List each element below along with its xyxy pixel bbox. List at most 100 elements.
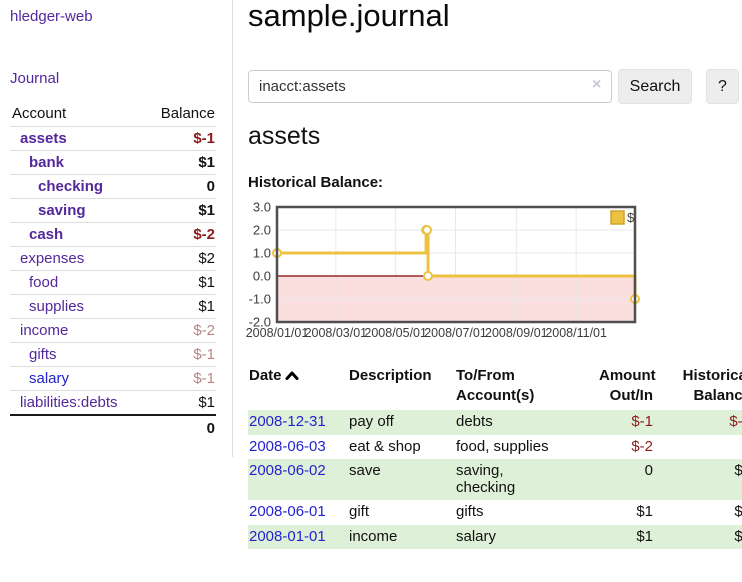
register-row: 2008-01-01 income salary $1 $1: [248, 524, 742, 549]
accounts-total-row: 0: [10, 414, 216, 440]
account-balance: $1: [198, 394, 215, 411]
sidebar-account-link[interactable]: food: [29, 274, 59, 291]
account-balance: $1: [198, 154, 215, 171]
account-balance: $-1: [193, 130, 215, 147]
transaction-amount: $1: [636, 527, 653, 545]
transaction-date-link[interactable]: 2008-06-02: [249, 462, 326, 479]
transaction-balance: $1: [734, 527, 742, 545]
transaction-description: pay off: [349, 413, 394, 430]
search-input[interactable]: [248, 70, 612, 103]
register-rows: 2008-12-31 pay off debts $-1 $-1 2008-06-03 ea…: [248, 410, 742, 549]
legend-swatch: [610, 210, 625, 225]
chart-title: Historical Balance:: [248, 174, 384, 191]
transaction-accounts: food, supplies: [456, 437, 549, 455]
sidebar-account-link[interactable]: salary: [29, 370, 70, 387]
transaction-accounts: saving, checking: [456, 462, 516, 496]
accounts-table: Account Balance assets $-1 bank $1 checking 0…: [10, 102, 216, 440]
sidebar-item-journal[interactable]: Journal: [10, 70, 60, 87]
account-balance: $-1: [193, 346, 215, 363]
account-row: gifts $-1: [10, 342, 216, 366]
plot-border: [275, 205, 637, 324]
transaction-amount: $1: [636, 503, 653, 520]
transaction-date-link[interactable]: 2008-06-03: [249, 437, 326, 455]
account-row: cash $-2: [10, 222, 216, 246]
account-balance: $1: [198, 274, 215, 291]
transaction-balance: $2: [734, 462, 742, 479]
account-column-header: Account: [12, 105, 67, 122]
account-row: bank $1: [10, 150, 216, 174]
accounts-table-header: Account Balance: [10, 102, 216, 126]
account-row: salary $-1: [10, 366, 216, 390]
sidebar-account-link[interactable]: cash: [29, 226, 64, 243]
account-balance: $2: [198, 250, 215, 267]
help-button[interactable]: ?: [706, 69, 739, 104]
x-tick-label: 2008/11/01: [545, 326, 607, 340]
account-balance: $-2: [193, 226, 215, 243]
transaction-description: eat & shop: [349, 437, 421, 455]
x-tick-label: 2008/07/01: [424, 326, 487, 340]
page-title: sample.journal: [248, 0, 450, 33]
legend-label: $: [627, 210, 635, 225]
transaction-accounts: debts: [456, 413, 493, 430]
account-row: expenses $2: [10, 246, 216, 270]
data-point-marker: [423, 271, 434, 281]
transaction-amount: $-2: [631, 437, 653, 455]
search-form: × Search ?: [248, 69, 742, 105]
transaction-balance: $2: [734, 503, 742, 520]
transaction-balance: 0: [655, 435, 742, 460]
register-header-date[interactable]: Date: [248, 363, 348, 410]
search-button[interactable]: Search: [618, 69, 692, 104]
sidebar-account-link[interactable]: assets: [20, 130, 67, 147]
sidebar-account-link[interactable]: income: [20, 322, 69, 339]
x-tick-label: 2008/09/01: [485, 326, 548, 340]
historical-balance-chart: 3.0 2.0 1.0 0.0 -1.0 -2.0 2008/01/01 2008/03/01…: [246, 200, 642, 348]
balance-column-header: Balance: [160, 105, 215, 122]
transaction-amount: 0: [644, 462, 653, 479]
sidebar-account-link[interactable]: bank: [29, 154, 65, 171]
account-row: liabilities:debts $1: [10, 390, 216, 414]
account-row: assets $-1: [10, 126, 216, 150]
transaction-date-link[interactable]: 2008-06-01: [249, 503, 326, 520]
data-point-marker: [422, 225, 433, 235]
register-header-row: Date Description To/From Account(s) Amou…: [248, 363, 742, 410]
sidebar-account-link[interactable]: gifts: [29, 346, 57, 363]
register-header-accounts: To/From Account(s): [456, 367, 535, 404]
transaction-date-link[interactable]: 2008-12-31: [249, 413, 326, 430]
register-header-amount: Amount Out/In: [599, 367, 656, 404]
account-row: food $1: [10, 270, 216, 294]
x-tick-label: 2008/05/01: [364, 326, 427, 340]
account-row: saving $1: [10, 198, 216, 222]
transaction-balance: $-1: [729, 413, 742, 430]
sidebar-account-link[interactable]: checking: [38, 178, 104, 195]
account-row: checking 0: [10, 174, 216, 198]
register-header-description: Description: [349, 367, 432, 384]
register-row: 2008-06-01 gift gifts $1 $2: [248, 500, 742, 525]
account-balance: $1: [198, 202, 215, 219]
transaction-description: gift: [349, 503, 370, 520]
account-balance: 0: [206, 178, 215, 195]
y-tick-label: -1.0: [249, 292, 271, 307]
register-row: 2008-06-03 eat & shop food, supplies $-20: [248, 435, 742, 460]
y-tick-label: 1.0: [253, 246, 271, 261]
transaction-accounts: gifts: [456, 503, 484, 520]
account-balance: $-1: [193, 370, 215, 387]
sidebar-account-link[interactable]: expenses: [20, 250, 85, 267]
x-tick-label: 2008/01/01: [246, 326, 309, 340]
accounts-total-value: 0: [206, 420, 215, 437]
transaction-date-link[interactable]: 2008-01-01: [249, 527, 326, 545]
sidebar-account-link[interactable]: liabilities:debts: [20, 394, 118, 411]
sidebar-account-link[interactable]: supplies: [29, 298, 85, 315]
y-tick-label: -2.0: [249, 315, 271, 330]
x-tick-label: 2008/03/01: [305, 326, 368, 340]
main-content: sample.journal × Search ? assets Histori…: [246, 0, 742, 582]
account-balance: $1: [198, 298, 215, 315]
transaction-amount: $-1: [631, 413, 653, 430]
app-brand-link[interactable]: hledger-web: [10, 8, 93, 25]
sidebar-account-link[interactable]: saving: [38, 202, 86, 219]
transaction-description: income: [349, 527, 398, 545]
account-row: income $-2: [10, 318, 216, 342]
account-rows: assets $-1 bank $1 checking 0 saving $1 cash $-2 e…: [10, 126, 216, 414]
sort-asc-icon: [285, 371, 299, 380]
clear-search-icon[interactable]: ×: [592, 76, 602, 93]
y-tick-label: 2.0: [253, 223, 271, 238]
